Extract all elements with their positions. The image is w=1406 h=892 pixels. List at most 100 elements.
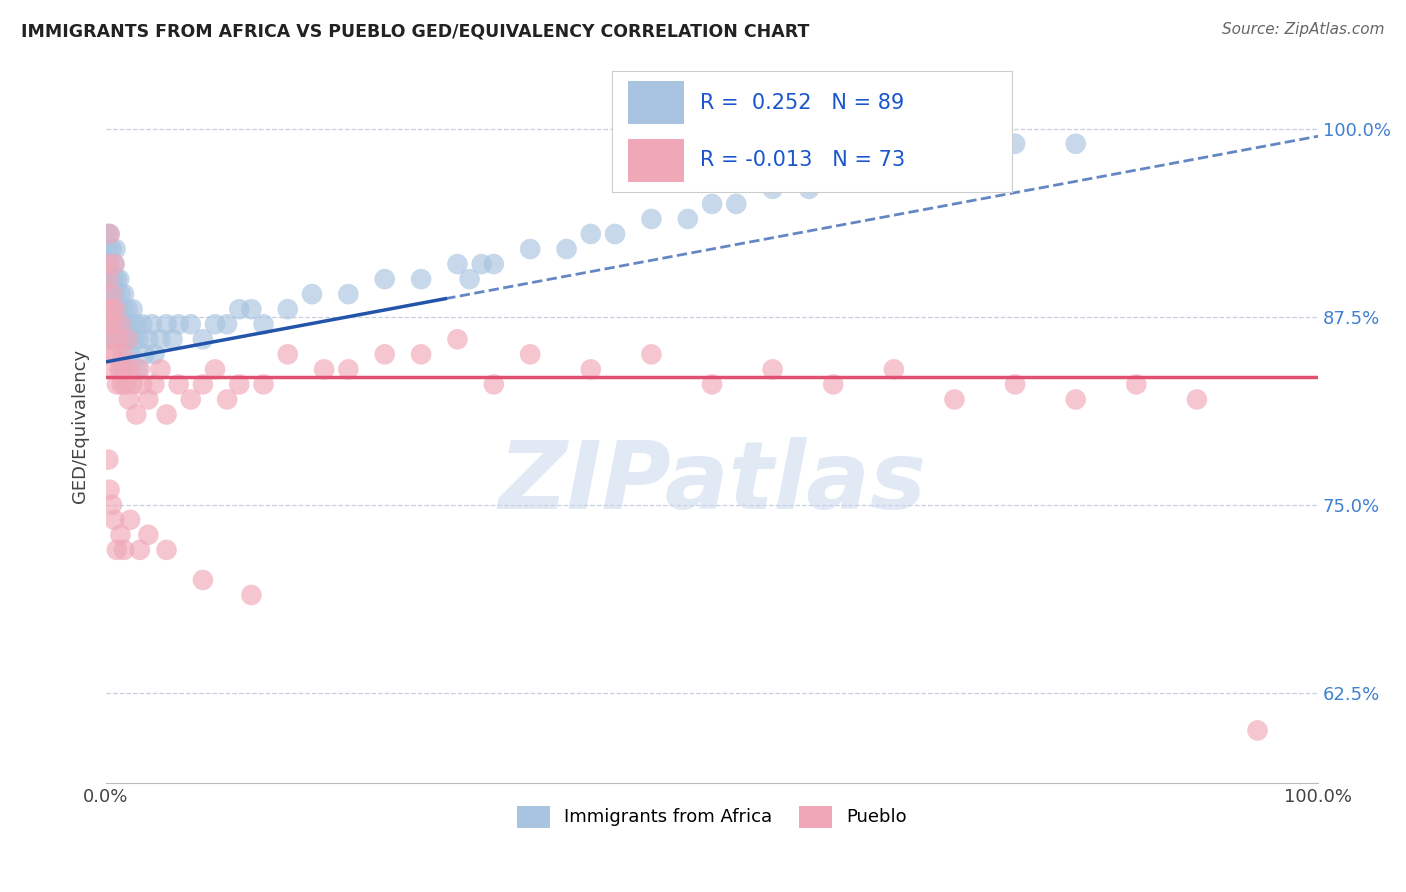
Point (204, 318, 226, 332)
Point (162, 332, 184, 346)
Text: R =  0.252   N = 89: R = 0.252 N = 89 (700, 93, 904, 112)
Point (409, 347, 432, 361)
Point (104, 287, 127, 301)
Point (110, 528, 132, 542)
Point (120, 318, 142, 332)
Point (374, 272, 396, 286)
Point (120, 347, 142, 361)
Point (579, 362, 602, 376)
Point (122, 332, 145, 346)
Point (101, 302, 124, 317)
Point (240, 588, 263, 602)
Point (98, 483, 121, 497)
Point (519, 242, 541, 256)
Point (101, 332, 124, 346)
Point (823, 377, 845, 392)
Point (96, 302, 118, 317)
Point (458, 272, 481, 286)
Point (111, 377, 134, 392)
Point (103, 513, 125, 527)
Point (98, 227, 121, 241)
Point (100, 302, 122, 317)
Point (110, 332, 132, 346)
Point (112, 332, 135, 346)
Point (101, 272, 124, 286)
Point (97, 287, 120, 301)
FancyBboxPatch shape (627, 139, 683, 182)
Point (191, 332, 214, 346)
Point (762, 182, 785, 196)
Point (155, 318, 177, 332)
Point (155, 408, 177, 422)
Point (943, 152, 966, 166)
Point (446, 332, 468, 346)
Point (105, 542, 128, 557)
Point (883, 362, 905, 376)
Point (110, 287, 132, 301)
Point (96, 257, 118, 271)
Point (115, 347, 138, 361)
Point (555, 242, 578, 256)
Point (97, 318, 120, 332)
Point (252, 318, 274, 332)
Point (167, 377, 190, 392)
Point (103, 257, 125, 271)
Point (120, 362, 142, 376)
Point (409, 272, 432, 286)
Point (118, 332, 141, 346)
Point (101, 287, 124, 301)
Point (138, 392, 160, 407)
Point (120, 513, 142, 527)
Point (131, 318, 153, 332)
Point (191, 377, 214, 392)
Text: IMMIGRANTS FROM AFRICA VS PUEBLO GED/EQUIVALENCY CORRELATION CHART: IMMIGRANTS FROM AFRICA VS PUEBLO GED/EQU… (21, 22, 810, 40)
Point (108, 362, 131, 376)
Point (277, 347, 299, 361)
Point (98, 272, 121, 286)
Point (149, 362, 172, 376)
Point (482, 257, 505, 271)
Point (101, 318, 124, 332)
Point (101, 242, 124, 256)
Point (105, 272, 128, 286)
Point (640, 347, 662, 361)
Point (143, 377, 166, 392)
Point (97, 452, 120, 467)
Point (101, 362, 124, 376)
Point (131, 377, 153, 392)
Point (117, 302, 139, 317)
Point (217, 392, 239, 407)
Point (114, 318, 136, 332)
Point (138, 332, 160, 346)
Point (96, 257, 118, 271)
Point (125, 318, 148, 332)
Point (167, 318, 190, 332)
Point (471, 257, 494, 271)
Point (519, 347, 541, 361)
Point (105, 318, 128, 332)
Point (446, 257, 468, 271)
Point (1125, 377, 1147, 392)
Point (1004, 136, 1026, 151)
Point (107, 302, 129, 317)
Point (107, 332, 129, 346)
Point (725, 197, 748, 211)
Point (134, 347, 156, 361)
Point (180, 318, 202, 332)
Point (337, 287, 360, 301)
FancyBboxPatch shape (627, 81, 683, 124)
Point (700, 197, 723, 211)
Point (127, 362, 149, 376)
Point (108, 318, 131, 332)
Point (128, 332, 150, 346)
Point (107, 332, 129, 346)
Point (374, 347, 396, 361)
Point (128, 362, 150, 376)
Point (103, 257, 125, 271)
Point (111, 347, 134, 361)
Point (98, 332, 121, 346)
Point (180, 392, 202, 407)
Point (943, 392, 966, 407)
Point (1004, 377, 1026, 392)
Point (112, 542, 135, 557)
